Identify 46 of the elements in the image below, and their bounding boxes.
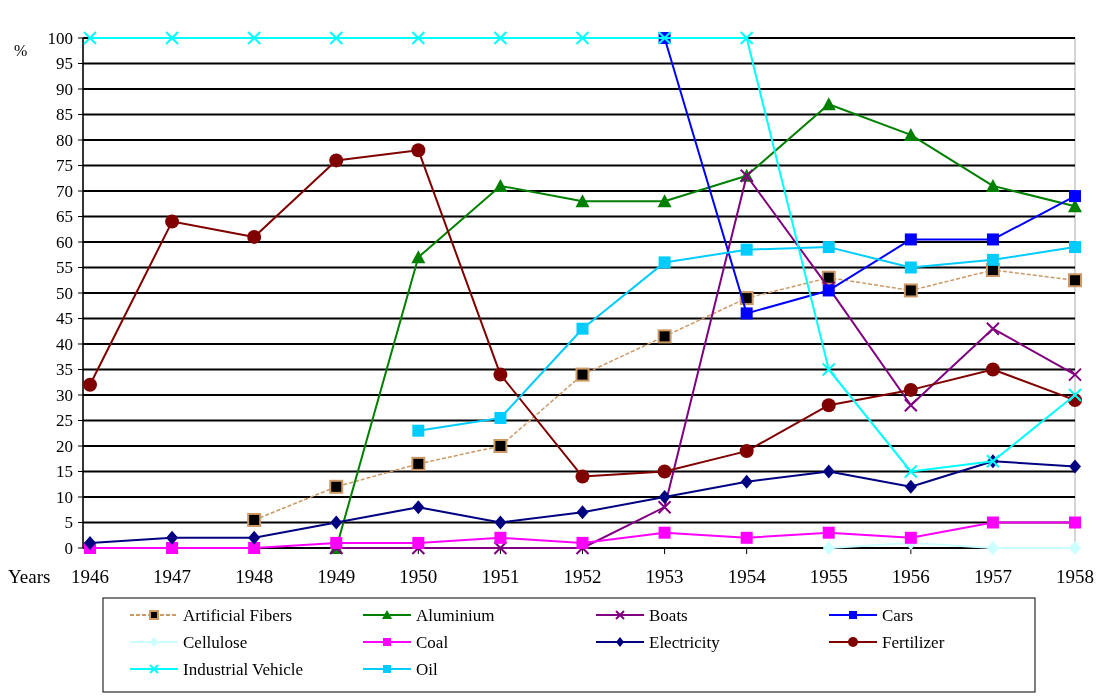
y-tick-label: 50 [56,283,73,303]
x-tick-label: 1946 [71,566,109,587]
y-tick-label: 80 [56,130,73,150]
y-tick-label: 85 [56,105,73,125]
y-tick-label: 40 [56,334,73,354]
y-tick-label: 0 [64,538,73,558]
y-tick-label: 55 [56,258,73,278]
y-tick-label: 30 [56,385,73,405]
y-tick-label: 25 [56,411,73,431]
y-axis-title: % [14,42,28,59]
legend-label: Cars [882,605,914,625]
legend-label: Fertilizer [882,632,945,652]
y-tick-label: 70 [56,181,73,201]
legend-label: Electricity [649,632,721,652]
y-tick-label: 90 [56,79,73,99]
x-tick-label: 1954 [727,566,767,587]
x-tick-label: 1952 [563,566,602,587]
x-tick-label: 1953 [645,566,684,587]
x-tick-label: 1947 [153,566,192,587]
x-tick-label: 1955 [809,566,848,587]
legend-label: Industrial Vehicle [183,659,304,679]
x-axis-title: Years [8,566,51,587]
legend-label: Coal [416,632,449,652]
y-tick-label: 45 [56,309,73,329]
x-tick-label: 1950 [399,566,438,587]
y-tick-label: 65 [56,207,73,227]
y-tick-label: 20 [56,436,73,456]
y-tick-label: 10 [56,487,73,507]
x-tick-label: 1949 [317,566,356,587]
y-tick-label: 75 [56,156,73,176]
legend-label: Boats [649,605,688,625]
x-tick-label: 1958 [1056,566,1094,587]
x-tick-label: 1956 [891,566,930,587]
legend-label: Cellulose [183,632,248,652]
y-tick-label: 35 [56,360,73,380]
y-tick-label: 15 [56,462,73,482]
legend-label: Aluminium [416,605,495,625]
x-tick-label: 1951 [481,566,520,587]
y-tick-label: 95 [56,54,73,74]
y-tick-label: 5 [64,513,73,533]
x-tick-label: 1948 [235,566,274,587]
legend-label: Oil [416,659,438,679]
y-tick-label: 60 [56,232,73,252]
y-tick-label: 100 [47,28,73,48]
legend-label: Artificial Fibers [183,605,293,625]
x-tick-label: 1957 [973,566,1012,587]
